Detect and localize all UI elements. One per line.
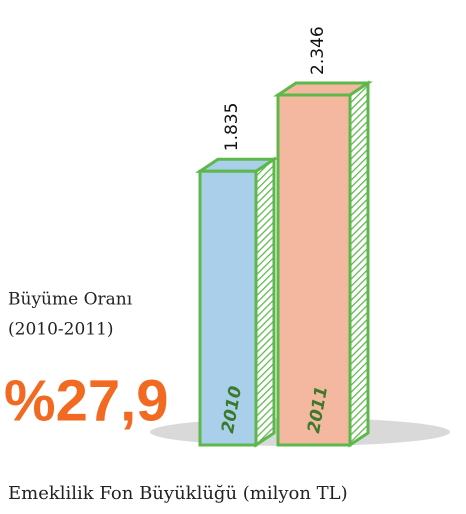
bar-side <box>350 83 368 445</box>
chart: Büyüme Oranı (2010-2011) %27,9 Emeklilik… <box>0 0 466 514</box>
growth-value: %27,9 <box>4 368 168 433</box>
page: Büyüme Oranı (2010-2011) %27,9 Emeklilik… <box>0 0 466 514</box>
chart-title: Emeklilik Fon Büyüklüğü (milyon TL) <box>8 483 348 504</box>
value-label: 1.835 <box>222 103 242 152</box>
bar-side <box>256 159 274 445</box>
bar-top <box>278 83 368 95</box>
growth-label: (2010-2011) <box>8 320 114 340</box>
value-label: 2.346 <box>308 26 328 75</box>
growth-label: Büyüme Oranı <box>8 290 133 310</box>
